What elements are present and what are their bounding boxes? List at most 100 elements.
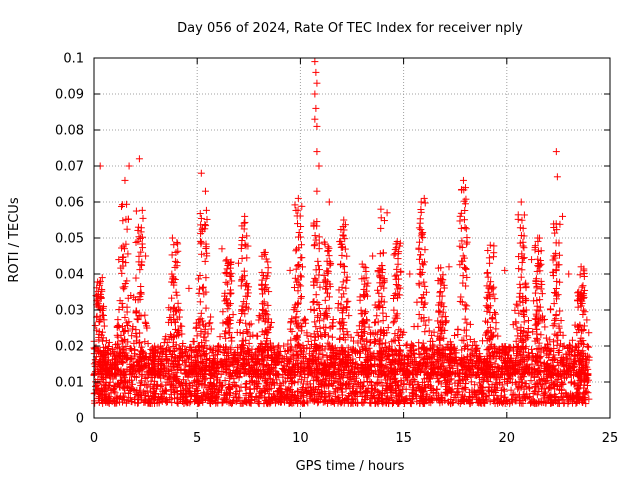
data-point	[100, 322, 108, 330]
data-point	[242, 319, 250, 327]
data-point	[132, 207, 140, 215]
data-point	[415, 245, 423, 253]
data-point	[484, 269, 492, 277]
data-point	[390, 251, 398, 259]
data-point	[520, 244, 528, 252]
data-point	[556, 307, 564, 315]
data-point	[556, 220, 564, 228]
data-point	[118, 269, 126, 277]
data-point	[296, 372, 304, 380]
data-point	[517, 273, 525, 281]
data-point	[172, 288, 180, 296]
data-point	[552, 285, 560, 293]
data-point	[316, 317, 324, 325]
data-point	[463, 240, 471, 248]
data-point	[297, 254, 305, 262]
data-point	[433, 385, 441, 393]
data-point	[202, 304, 210, 312]
data-point	[343, 252, 351, 260]
data-point	[238, 241, 246, 249]
data-point	[415, 339, 423, 347]
data-point	[417, 225, 425, 233]
data-point	[141, 318, 149, 326]
data-point	[492, 319, 500, 327]
data-point	[362, 264, 370, 272]
data-point	[293, 212, 301, 220]
data-point	[243, 254, 251, 262]
data-point	[122, 378, 130, 386]
data-point	[310, 298, 318, 306]
data-point	[91, 322, 99, 330]
data-point	[114, 333, 122, 341]
data-point	[490, 253, 498, 261]
data-point	[456, 217, 464, 225]
data-point	[174, 299, 182, 307]
data-point	[280, 342, 288, 350]
data-point	[374, 303, 382, 311]
data-point	[513, 325, 521, 333]
data-point	[339, 315, 347, 323]
data-point	[553, 332, 561, 340]
data-point	[416, 215, 424, 223]
data-point	[485, 254, 493, 262]
data-point	[414, 322, 422, 330]
data-point	[162, 395, 170, 403]
data-point	[451, 331, 459, 339]
data-point	[239, 233, 247, 241]
data-point	[113, 323, 121, 331]
data-point	[297, 293, 305, 301]
data-point	[197, 214, 205, 222]
data-point	[363, 388, 371, 396]
data-point	[330, 388, 338, 396]
data-point	[238, 254, 246, 262]
data-point	[141, 311, 149, 319]
data-point	[463, 319, 471, 327]
data-point	[462, 385, 470, 393]
data-point	[338, 251, 346, 259]
data-point	[120, 327, 128, 335]
data-point	[199, 284, 207, 292]
data-point	[224, 280, 232, 288]
data-point	[118, 244, 126, 252]
data-point	[515, 293, 523, 301]
data-point	[142, 381, 150, 389]
data-point	[343, 303, 351, 311]
data-point	[417, 198, 425, 206]
data-point	[310, 306, 318, 314]
data-point	[301, 315, 309, 323]
data-point	[219, 308, 227, 316]
data-point	[190, 338, 198, 346]
data-point	[179, 376, 187, 384]
data-point	[519, 254, 527, 262]
data-point	[492, 325, 500, 333]
data-point	[139, 214, 147, 222]
data-point	[457, 293, 465, 301]
data-point	[396, 341, 404, 349]
data-point	[454, 331, 462, 339]
data-point	[463, 302, 471, 310]
data-point	[447, 375, 455, 383]
data-point	[459, 272, 467, 280]
data-point	[314, 257, 322, 265]
data-point	[417, 251, 425, 259]
data-point	[491, 295, 499, 303]
data-point	[98, 337, 106, 345]
data-point	[551, 330, 559, 338]
data-point	[114, 316, 122, 324]
data-point	[460, 216, 468, 224]
data-point	[483, 269, 491, 277]
data-point	[311, 336, 319, 344]
data-point	[533, 302, 541, 310]
data-point	[196, 298, 204, 306]
data-point	[312, 291, 320, 299]
data-point	[194, 275, 202, 283]
data-point	[375, 289, 383, 297]
data-point	[466, 320, 474, 328]
data-point	[147, 388, 155, 396]
data-point	[207, 313, 215, 321]
data-point	[382, 339, 390, 347]
data-point	[106, 378, 114, 386]
data-point	[518, 266, 526, 274]
data-point	[419, 303, 427, 311]
